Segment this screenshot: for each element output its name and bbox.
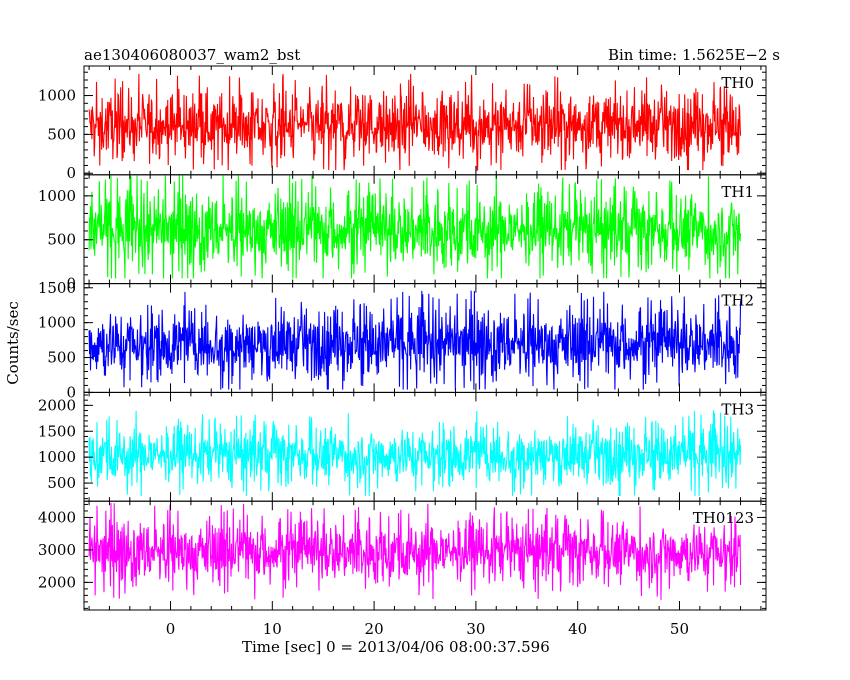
- x-axis-label: Time [sec] 0 = 2013/04/06 08:00:37.596: [242, 638, 550, 656]
- y-tick-label: 0: [66, 383, 76, 401]
- y-tick-label: 1500: [38, 422, 76, 440]
- bin-time-label: Bin time: 1.5625E−2 s: [607, 46, 780, 64]
- y-tick-label: 1500: [38, 279, 76, 297]
- panel-label-th0123: TH0123: [693, 509, 754, 527]
- y-tick-label: 1000: [38, 87, 76, 105]
- panel-label-th0: TH0: [721, 74, 754, 92]
- y-tick-label: 1000: [38, 314, 76, 332]
- panel-label-th1: TH1: [721, 183, 754, 201]
- series-line-th3: [88, 410, 742, 497]
- y-tick-label: 3000: [38, 541, 76, 559]
- y-tick-label: 500: [47, 349, 76, 367]
- x-tick-label: 30: [466, 620, 485, 638]
- y-tick-label: 500: [47, 231, 76, 249]
- series-line-th1: [88, 174, 742, 279]
- plot-title: ae130406080037_wam2_bst: [84, 46, 301, 64]
- y-tick-label: 0: [66, 164, 76, 182]
- x-tick-label: 50: [670, 620, 689, 638]
- series-line-th0: [88, 73, 742, 172]
- panel-label-th2: TH2: [721, 292, 754, 310]
- x-tick-label: 40: [568, 620, 587, 638]
- y-tick-label: 1000: [38, 187, 76, 205]
- y-tick-label: 4000: [38, 508, 76, 526]
- y-tick-label: 0: [66, 275, 76, 293]
- panel-label-th3: TH3: [721, 400, 754, 418]
- x-tick-label: 20: [365, 620, 384, 638]
- x-tick-label: 10: [263, 620, 282, 638]
- y-tick-label: 2000: [38, 573, 76, 591]
- y-tick-label: 2000: [38, 396, 76, 414]
- y-tick-label: 500: [47, 474, 76, 492]
- series-line-th2: [88, 290, 742, 390]
- x-tick-label: 0: [166, 620, 176, 638]
- panel-frame-th0123: [83, 500, 767, 611]
- y-axis-label: Counts/sec: [4, 301, 22, 385]
- y-tick-label: 1000: [38, 448, 76, 466]
- y-tick-label: 500: [47, 125, 76, 143]
- series-line-th0123: [88, 502, 742, 600]
